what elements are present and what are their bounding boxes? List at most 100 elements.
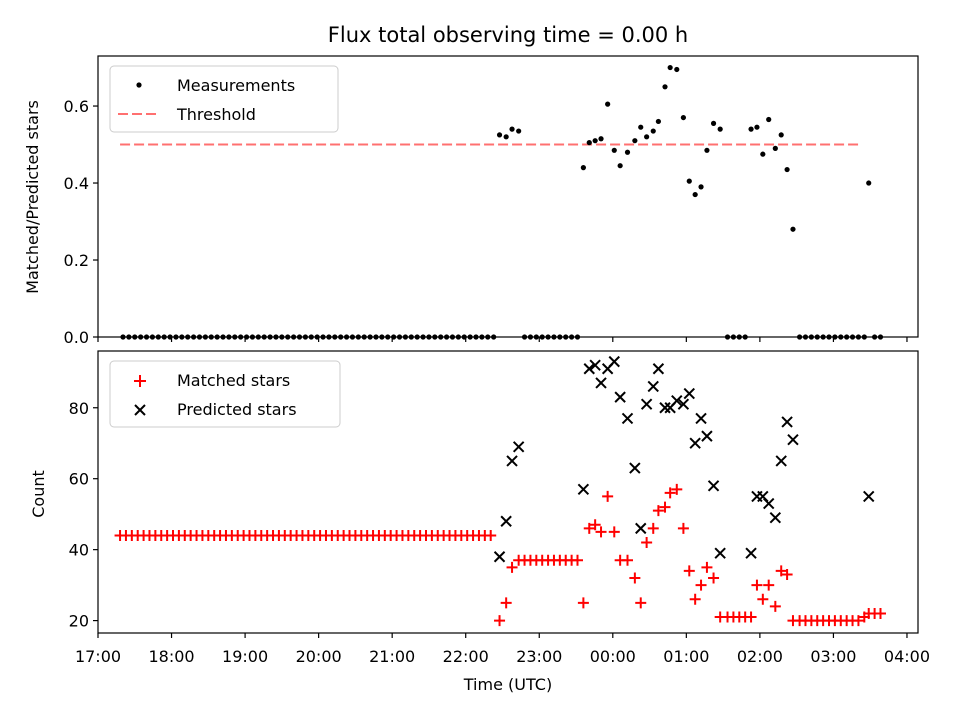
bottom-x-tick-label: 04:00 bbox=[884, 647, 930, 666]
bottom-x-tick-label: 18:00 bbox=[148, 647, 194, 666]
measurement-point bbox=[778, 132, 784, 138]
predicted-star-point bbox=[695, 412, 707, 425]
top-ylabel: Matched/Predicted stars bbox=[23, 100, 42, 294]
legend-predicted-marker bbox=[134, 404, 146, 416]
measurement-point bbox=[605, 101, 611, 107]
legend-measurements-label: Measurements bbox=[177, 76, 295, 95]
predicted-star-point bbox=[683, 387, 695, 400]
measurement-point bbox=[667, 64, 673, 71]
bottom-x-tick-label: 00:00 bbox=[590, 647, 636, 666]
top-legend-box bbox=[109, 65, 339, 133]
legend-measurements-marker bbox=[136, 82, 142, 88]
predicted-star-point bbox=[583, 363, 595, 375]
bottom-y-tick-label: 40 bbox=[69, 541, 89, 560]
predicted-star-point bbox=[769, 512, 782, 524]
predicted-star-point bbox=[763, 497, 775, 510]
measurement-point bbox=[686, 178, 692, 184]
matched-star-point bbox=[641, 537, 653, 549]
measurement-point bbox=[650, 128, 656, 134]
bottom-legend-box bbox=[109, 360, 341, 428]
predicted-star-point bbox=[512, 441, 525, 453]
matched-star-point bbox=[763, 579, 775, 591]
bottom-x-tick-label: 21:00 bbox=[369, 647, 415, 666]
bottom-xlabel: Time (UTC) bbox=[463, 675, 552, 694]
predicted-star-point bbox=[659, 402, 671, 414]
matched-star-point bbox=[701, 561, 713, 573]
predicted-star-point bbox=[775, 455, 787, 467]
top-panel: Matched/Predicted stars 0.0 0.2 0.4 0.6 Mea… bbox=[23, 55, 919, 347]
predicted-star-point bbox=[635, 522, 647, 535]
measurement-point bbox=[509, 126, 515, 132]
matched-star-point bbox=[781, 568, 793, 580]
matched-star-point bbox=[506, 561, 518, 573]
predicted-star-point bbox=[781, 416, 793, 428]
matched-star-point bbox=[583, 522, 595, 534]
matched-star-point bbox=[708, 572, 720, 584]
predicted-star-point bbox=[647, 380, 659, 393]
measurement-point bbox=[674, 66, 680, 73]
top-y-tick-label: 0.2 bbox=[64, 251, 89, 270]
matched-star-point bbox=[571, 554, 583, 566]
measurement-point bbox=[617, 163, 623, 169]
bottom-y-tick-label: 80 bbox=[69, 399, 89, 418]
bottom-x-tick-label: 23:00 bbox=[516, 647, 562, 666]
predicted-star-point bbox=[506, 455, 518, 467]
measurement-point bbox=[704, 147, 710, 153]
bottom-x-tick-label: 01:00 bbox=[663, 647, 709, 666]
measurement-point bbox=[717, 126, 723, 132]
bottom-legend: Matched stars Predicted stars bbox=[109, 360, 341, 428]
bottom-y-tick-label: 20 bbox=[69, 612, 89, 631]
matched-star-point bbox=[677, 522, 689, 534]
matched-star-point bbox=[852, 615, 864, 627]
matched-star-point bbox=[751, 579, 763, 591]
predicted-star-point bbox=[714, 547, 726, 559]
bottom-x-ticks: 17:00 18:00 19:00 20:00 21:00 22:00 23:00 00:00… bbox=[75, 633, 930, 666]
matched-star-point bbox=[629, 572, 641, 584]
predicted-star-point bbox=[595, 377, 607, 389]
matched-star-point bbox=[745, 611, 757, 623]
matched-star-point bbox=[689, 593, 701, 605]
predicted-star-point bbox=[493, 551, 506, 563]
legend-predicted-label: Predicted stars bbox=[177, 400, 297, 419]
matched-star-point bbox=[664, 487, 676, 499]
top-y-tick-label: 0.6 bbox=[64, 97, 89, 116]
bottom-x-tick-label: 03:00 bbox=[810, 647, 856, 666]
measurement-point bbox=[662, 84, 668, 90]
matched-star-point bbox=[683, 565, 695, 577]
top-y-ticks: 0.0 0.2 0.4 0.6 bbox=[64, 97, 98, 347]
bottom-ylabel: Count bbox=[29, 470, 48, 518]
predicted-star-point bbox=[500, 515, 512, 527]
matched-star-point bbox=[647, 522, 659, 534]
matched-star-point bbox=[635, 597, 647, 609]
measurement-point bbox=[790, 226, 796, 232]
matched-star-point bbox=[485, 529, 497, 541]
matched-star-point bbox=[775, 565, 787, 577]
measurement-point bbox=[760, 151, 766, 157]
matched-star-point bbox=[671, 483, 683, 495]
measurement-point bbox=[772, 145, 778, 151]
measurement-point bbox=[710, 120, 717, 126]
legend-threshold-label: Threshold bbox=[176, 105, 256, 124]
predicted-star-point bbox=[614, 391, 626, 403]
matched-star-point bbox=[602, 490, 614, 502]
measurement-point bbox=[624, 149, 631, 155]
predicted-star-point bbox=[689, 437, 701, 449]
predicted-star-point bbox=[787, 433, 799, 446]
matched-star-point bbox=[874, 607, 886, 619]
measurement-point bbox=[580, 165, 586, 171]
measurement-point bbox=[766, 116, 772, 123]
predicted-star-point bbox=[863, 490, 875, 503]
matched-star-point bbox=[595, 526, 607, 538]
measurement-point bbox=[503, 134, 509, 140]
legend-matched-marker bbox=[134, 375, 146, 387]
matched-star-point bbox=[757, 593, 769, 605]
measurement-point bbox=[655, 118, 661, 125]
bottom-x-tick-label: 19:00 bbox=[222, 647, 268, 666]
predicted-star-point bbox=[577, 483, 590, 496]
matched-star-point bbox=[652, 505, 664, 517]
measurement-point bbox=[866, 180, 872, 186]
figure-title: Flux total observing time = 0.00 h bbox=[328, 23, 688, 47]
top-axes-frame bbox=[97, 55, 919, 338]
predicted-star-point bbox=[677, 398, 690, 410]
bottom-y-ticks: 20 40 60 80 bbox=[69, 399, 98, 631]
